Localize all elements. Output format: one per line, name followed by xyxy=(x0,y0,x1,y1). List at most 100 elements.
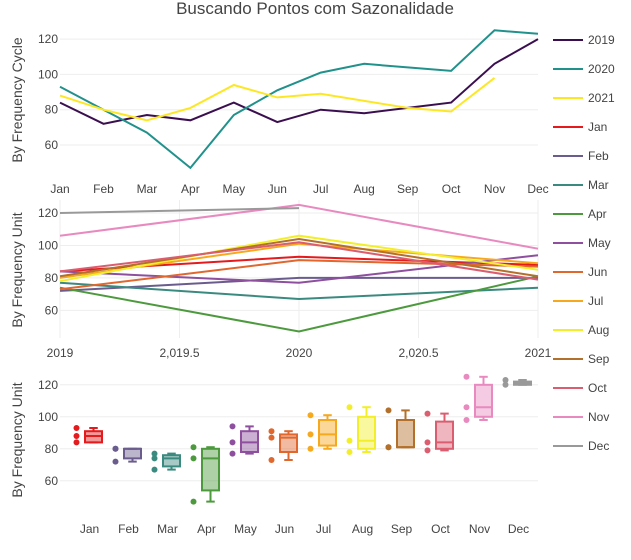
x-tick-label-aug: Aug xyxy=(354,182,375,196)
boxplot-jun xyxy=(268,428,298,463)
data-point xyxy=(190,444,197,451)
y-tick-label: 60 xyxy=(45,474,59,488)
data-point xyxy=(73,433,80,439)
legend-label: Jan xyxy=(588,120,607,134)
legend-item-jun: Jun xyxy=(553,265,607,279)
x-tick-label-oct: Oct xyxy=(442,182,461,196)
legend-item-2021: 2021 xyxy=(553,91,615,105)
boxplot-oct xyxy=(424,410,454,454)
series-line-feb xyxy=(59,276,538,292)
legend-item-aug: Aug xyxy=(553,323,609,337)
top-panel-cycle-lines: 60 80 100 120 By Frequency Cycle Jan Feb Mar Apr… xyxy=(9,29,549,196)
legend-label: 2021 xyxy=(588,91,615,105)
data-point xyxy=(385,407,392,414)
series-line-mar xyxy=(59,281,539,301)
x-tick-label-dec: Dec xyxy=(527,182,548,196)
y-tick-label: 60 xyxy=(45,303,59,317)
data-point xyxy=(151,450,158,457)
data-point xyxy=(151,455,158,462)
y-tick-label: 80 xyxy=(45,271,59,285)
data-point xyxy=(73,439,80,446)
x-tick-label: 2020 xyxy=(286,346,313,360)
y-tick-label: 100 xyxy=(38,410,58,424)
boxplot-nov xyxy=(463,373,493,423)
y-tick-label: 120 xyxy=(38,32,58,46)
series-line-2020 xyxy=(59,29,539,170)
x-tick-label-dec: Dec xyxy=(508,522,529,536)
x-tick-label-may: May xyxy=(234,522,257,536)
legend-label: Dec xyxy=(588,439,609,453)
boxplot-jan xyxy=(73,425,103,446)
legend-label: 2020 xyxy=(588,62,615,76)
x-tick-label-jan: Jan xyxy=(80,522,99,536)
x-tick-label-jun: Jun xyxy=(268,182,287,196)
data-point xyxy=(73,425,80,431)
boxplot-jul xyxy=(307,412,337,452)
series-line-2021 xyxy=(59,77,496,122)
box-iqr xyxy=(201,447,220,492)
data-point xyxy=(112,445,119,452)
data-point xyxy=(463,404,470,411)
data-point xyxy=(190,455,197,462)
y-tick-label: 100 xyxy=(38,238,58,252)
legend-label: Oct xyxy=(588,381,607,395)
x-tick-label-sep: Sep xyxy=(397,182,419,196)
legend-label: Jul xyxy=(588,294,603,308)
data-point xyxy=(190,498,197,505)
x-tick-label-jan: Jan xyxy=(50,182,69,196)
x-tick-label-nov: Nov xyxy=(469,522,490,536)
legend-item-sep: Sep xyxy=(553,352,610,366)
series-line-sep xyxy=(59,237,539,278)
legend-label: Feb xyxy=(588,149,609,163)
x-tick-label: 2,019.5 xyxy=(159,346,199,360)
legend-item-2020: 2020 xyxy=(553,62,615,76)
legend-item-may: May xyxy=(553,236,611,250)
x-tick-label-mar: Mar xyxy=(137,182,158,196)
middle-panel-unit-lines: 60 80 100 120 By Frequency Unit 2019 2,019.5 20… xyxy=(9,200,552,360)
y-tick-label: 120 xyxy=(38,206,58,220)
y-axis-title: By Frequency Unit xyxy=(9,212,25,327)
series-line-nov xyxy=(59,203,539,250)
x-tick-label: 2019 xyxy=(47,346,74,360)
legend-item-oct: Oct xyxy=(553,381,607,395)
boxplot-may xyxy=(229,423,259,457)
data-point xyxy=(268,428,275,435)
y-tick-label: 80 xyxy=(45,103,59,117)
box-iqr xyxy=(123,447,142,460)
legend-item-apr: Apr xyxy=(553,207,607,221)
x-tick-label-feb: Feb xyxy=(118,522,139,536)
data-point xyxy=(268,457,275,463)
box-iqr xyxy=(357,415,376,450)
x-tick-label: 2021 xyxy=(525,346,552,360)
data-point xyxy=(463,373,470,380)
legend-label: Mar xyxy=(588,178,609,192)
boxplot-mar xyxy=(151,450,181,473)
box-iqr xyxy=(162,454,181,468)
legend-item-feb: Feb xyxy=(553,149,609,163)
legend-label: 2019 xyxy=(588,33,615,47)
legend-label: Jun xyxy=(588,265,607,279)
legend-item-jan: Jan xyxy=(553,120,607,134)
data-point xyxy=(424,410,431,417)
data-point xyxy=(268,434,275,441)
x-tick-label-mar: Mar xyxy=(157,522,178,536)
box-iqr xyxy=(318,419,337,447)
data-point xyxy=(424,439,431,446)
x-tick-label: 2,020.5 xyxy=(398,346,438,360)
box-iqr xyxy=(279,433,298,453)
legend-item-dec: Dec xyxy=(553,439,609,453)
y-tick-label: 120 xyxy=(38,378,58,392)
x-tick-label-jul: Jul xyxy=(313,182,328,196)
data-point xyxy=(502,381,509,388)
legend-label: Aug xyxy=(588,323,609,337)
x-tick-label-oct: Oct xyxy=(431,522,450,536)
x-tick-label-sep: Sep xyxy=(391,522,413,536)
box-iqr xyxy=(474,383,493,418)
boxplot-aug xyxy=(346,404,376,455)
bottom-panel-boxplots: 60 80 100 120 By Frequency Unit Jan Feb Mar Apr M… xyxy=(9,373,538,536)
x-tick-label-jul: Jul xyxy=(316,522,331,536)
x-tick-label-feb: Feb xyxy=(93,182,114,196)
data-point xyxy=(502,377,509,383)
legend-item-nov: Nov xyxy=(553,410,609,424)
data-point xyxy=(463,417,470,423)
